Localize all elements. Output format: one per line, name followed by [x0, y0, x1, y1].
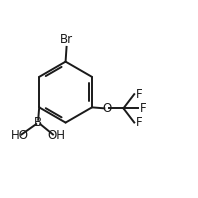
- Text: F: F: [136, 88, 142, 101]
- Text: Br: Br: [60, 33, 73, 46]
- Text: OH: OH: [47, 129, 65, 142]
- Text: O: O: [102, 102, 111, 115]
- Text: F: F: [136, 116, 142, 129]
- Text: HO: HO: [10, 129, 29, 142]
- Text: F: F: [140, 102, 146, 115]
- Text: B: B: [34, 116, 42, 129]
